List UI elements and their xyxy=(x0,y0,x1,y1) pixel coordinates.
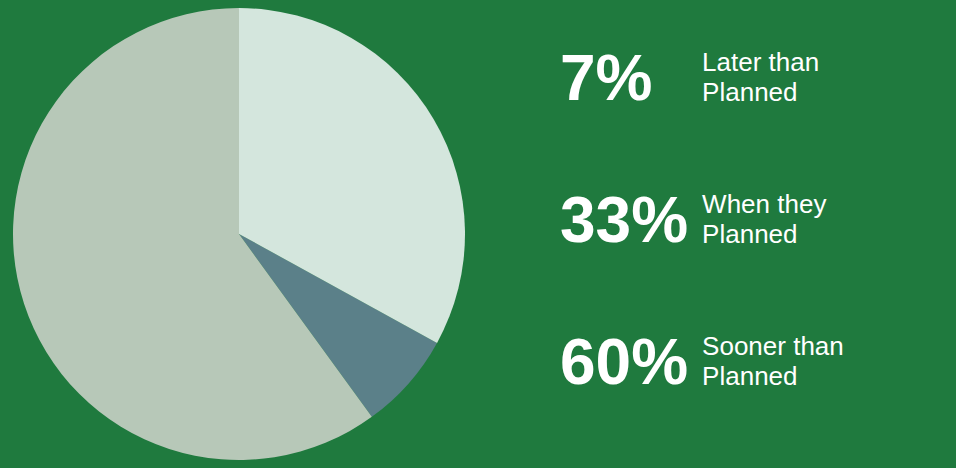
category-label: Later thanPlanned xyxy=(702,47,819,107)
chart: 7% 33% 60% Later thanPlanned When theyPlanne… xyxy=(0,0,956,468)
background xyxy=(0,0,956,468)
pie xyxy=(13,8,465,460)
value-label: 33% xyxy=(560,184,688,256)
value-label: 60% xyxy=(560,326,688,398)
value-label: 7% xyxy=(560,42,653,114)
category-label: Sooner thanPlanned xyxy=(702,331,844,391)
category-label: When theyPlanned xyxy=(702,189,826,249)
labels: 7% 33% 60% Later thanPlanned When theyPlanne… xyxy=(560,42,844,398)
pie-slice xyxy=(13,8,372,460)
